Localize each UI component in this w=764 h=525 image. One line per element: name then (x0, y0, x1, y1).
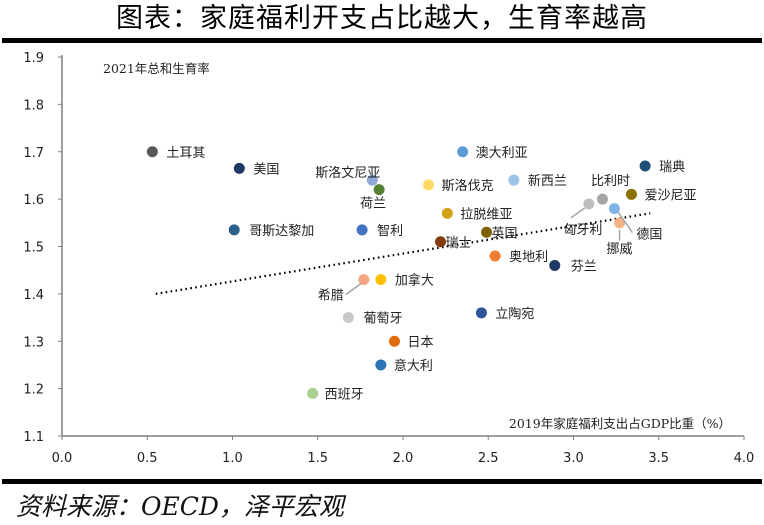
y-tick-label: 1.4 (23, 288, 44, 303)
axes: 1.1 1.2 1.3 1.4 1.5 1.6 1.7 1.8 1.9 0.0 0.5 1.0 1.5 2… (23, 51, 754, 466)
point-label: 加拿大 (395, 273, 434, 289)
point-label: 奥地利 (509, 250, 548, 265)
footer-divider (2, 479, 762, 484)
data-point (146, 146, 158, 158)
x-tick-label: 2.0 (393, 451, 414, 466)
data-point (608, 203, 620, 215)
data-point (373, 184, 385, 196)
point-label: 日本 (407, 335, 433, 350)
x-tick-label: 1.5 (307, 451, 328, 466)
data-point (475, 307, 487, 319)
point-label: 匈牙利 (563, 223, 602, 238)
y-tick-label: 1.1 (23, 430, 44, 445)
scatter-chart: 1.1 1.2 1.3 1.4 1.5 1.6 1.7 1.8 1.9 0.0 0.5 1.0 1.5 2… (23, 51, 754, 466)
data-point (388, 335, 400, 347)
data-point (228, 224, 240, 236)
x-axis-label: 2019年家庭福利支出占GDP比重（%） (509, 416, 731, 431)
data-point (583, 198, 595, 210)
data-point (596, 193, 608, 205)
point-label: 拉脱维亚 (460, 207, 512, 222)
trendline (155, 212, 651, 295)
point-label: 哥斯达黎加 (249, 224, 314, 239)
data-point (435, 236, 447, 248)
title-divider (2, 38, 762, 43)
data-point (342, 312, 354, 324)
leader-line (570, 207, 586, 219)
point-label: 新西兰 (528, 173, 567, 189)
point-label: 比利时 (591, 174, 630, 189)
x-tick-label: 1.0 (222, 451, 243, 466)
data-point (356, 224, 368, 236)
data-point (457, 146, 469, 158)
y-axis-label: 2021年总和生育率 (103, 61, 210, 76)
point-label: 荷兰 (360, 197, 386, 212)
data-point (614, 217, 626, 229)
data-point (508, 174, 520, 186)
point-label: 葡萄牙 (363, 312, 402, 327)
data-point (423, 179, 435, 191)
point-label: 德国 (636, 228, 662, 243)
point-label: 爱沙尼亚 (644, 188, 696, 203)
source-note: 资料来源：OECD，泽平宏观 (16, 492, 344, 521)
trendline-group (155, 212, 651, 295)
point-label: 芬兰 (571, 259, 597, 274)
point-label: 斯洛文尼亚 (315, 166, 380, 181)
point-label: 立陶宛 (495, 306, 534, 322)
page-title: 图表：家庭福利开支占比越大，生育率越高 (116, 3, 648, 34)
point-label: 意大利 (394, 358, 433, 374)
point-label: 西班牙 (325, 387, 364, 402)
point-label: 瑞士 (446, 236, 472, 251)
data-point (233, 162, 245, 174)
point-label: 挪威 (607, 242, 633, 257)
point-label: 英国 (492, 226, 518, 241)
x-tick-label: 3.0 (563, 451, 584, 466)
data-point (375, 359, 387, 371)
point-label: 希腊 (318, 289, 344, 304)
point-label: 智利 (377, 224, 403, 239)
point-label: 瑞典 (659, 160, 685, 175)
data-point (307, 387, 319, 399)
x-tick-label: 0.5 (137, 451, 158, 466)
data-point (639, 160, 651, 172)
y-tick-label: 1.6 (23, 193, 44, 208)
point-label: 斯洛伐克 (442, 179, 494, 194)
data-point (366, 174, 378, 186)
point-label: 美国 (253, 162, 279, 177)
points-group (146, 146, 651, 399)
x-tick-label: 2.5 (478, 451, 499, 466)
x-tick-label: 4.0 (734, 451, 755, 466)
x-tick-label: 0.0 (52, 451, 73, 466)
leader-line (617, 212, 634, 234)
y-tick-label: 1.7 (23, 146, 44, 161)
leader-line (345, 283, 362, 296)
y-tick-label: 1.8 (23, 98, 44, 113)
data-point (549, 259, 561, 271)
y-tick-label: 1.3 (23, 335, 44, 350)
x-tick-label: 3.5 (648, 451, 669, 466)
y-tick-label: 1.5 (23, 241, 44, 256)
point-label: 澳大利亚 (476, 145, 528, 161)
data-point (481, 226, 493, 238)
data-point (375, 274, 387, 286)
data-point (358, 274, 370, 286)
data-point (625, 188, 637, 200)
data-point (489, 250, 501, 262)
y-tick-label: 1.9 (23, 51, 44, 66)
point-label: 土耳其 (166, 146, 205, 161)
data-point (441, 207, 453, 219)
y-tick-label: 1.2 (23, 383, 44, 398)
